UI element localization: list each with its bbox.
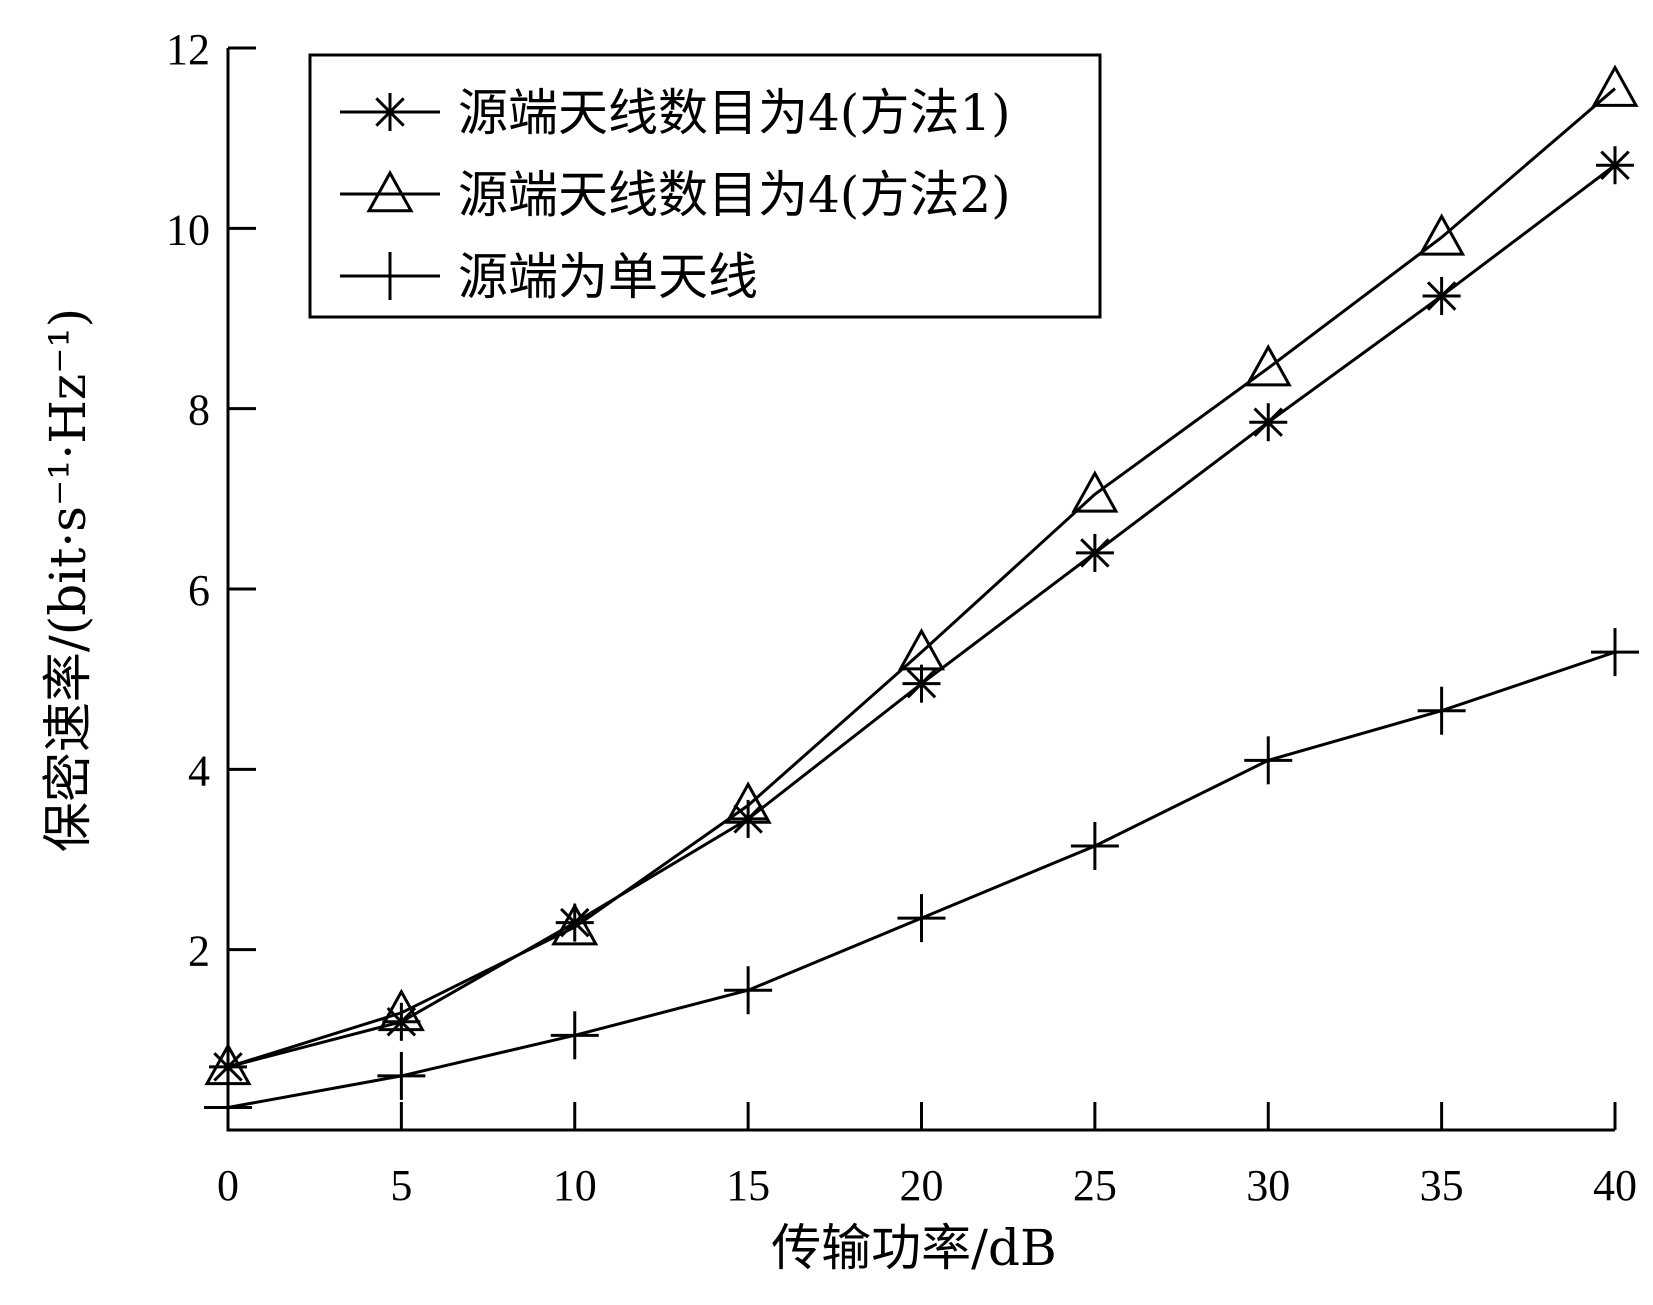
x-tick-label: 30	[1246, 1161, 1290, 1210]
y-tick-label: 8	[188, 386, 210, 435]
series-line-triangle	[227, 87, 1616, 1069]
legend-entry-label: 源端天线数目为4(方法1)	[458, 84, 1011, 142]
asterisk-marker	[902, 664, 941, 703]
plus-marker	[550, 1011, 599, 1060]
x-tick-label: 15	[726, 1161, 770, 1210]
y-tick-label: 10	[166, 205, 210, 254]
asterisk-marker	[1075, 533, 1114, 572]
triangle-marker	[1244, 344, 1292, 387]
y-tick-label: 12	[166, 25, 210, 74]
series-line-plus	[227, 650, 1616, 1109]
legend-box	[308, 53, 1102, 319]
legend-entry-label: 源端天线数目为4(方法2)	[458, 166, 1011, 224]
series-triangle	[204, 64, 1639, 1086]
x-axis-title: 传输功率/dB	[771, 1219, 1057, 1277]
plus-marker	[1591, 628, 1639, 677]
series-plus	[204, 628, 1639, 1132]
legend: 源端天线数目为4(方法1) 源端天线数目为4(方法2) 源端为单天线	[308, 53, 1102, 319]
triangle-marker	[1071, 470, 1119, 513]
axes: 0 5 10 15 20 25 30 35 40 2 4 6 8 10 12	[166, 25, 1637, 1210]
triangle-marker	[724, 781, 772, 824]
legend-plus-marker	[366, 252, 414, 300]
x-tick-label: 5	[390, 1161, 412, 1210]
asterisk-marker	[555, 903, 594, 942]
triangle-marker	[1418, 213, 1466, 256]
asterisk-marker	[1596, 146, 1634, 185]
asterisk-marker	[1422, 276, 1461, 315]
triangle-marker	[897, 628, 946, 671]
y-axis-title: 保密速率/(bit·s⁻¹·Hz⁻¹)	[39, 308, 97, 852]
x-tick-label: 35	[1420, 1161, 1464, 1210]
legend-entry-label: 源端为单天线	[458, 248, 758, 306]
x-tick-label: 10	[553, 1161, 597, 1210]
asterisk-marker	[382, 1002, 421, 1041]
series-asterisk	[209, 146, 1634, 1086]
legend-triangle-marker	[366, 169, 414, 213]
y-tick-label: 2	[188, 927, 210, 976]
plus-marker	[204, 1083, 252, 1132]
legend-asterisk-marker	[371, 93, 409, 131]
x-tick-label: 20	[900, 1161, 944, 1210]
plus-marker	[377, 1051, 426, 1100]
triangle-marker	[551, 903, 599, 946]
asterisk-marker	[729, 799, 768, 838]
plus-marker	[724, 966, 773, 1015]
x-tick-label: 0	[217, 1161, 239, 1210]
triangle-marker	[1591, 64, 1639, 107]
plus-marker	[1070, 821, 1119, 870]
plus-marker	[1244, 736, 1293, 785]
y-tick-label: 6	[188, 566, 210, 615]
plus-marker	[1417, 686, 1466, 735]
series-layer	[204, 64, 1639, 1132]
plus-marker	[897, 894, 946, 943]
triangle-marker	[377, 988, 425, 1032]
x-tick-label: 40	[1593, 1161, 1637, 1210]
asterisk-marker	[1249, 403, 1288, 442]
y-tick-label: 4	[188, 746, 210, 795]
x-tick-label: 25	[1073, 1161, 1117, 1210]
